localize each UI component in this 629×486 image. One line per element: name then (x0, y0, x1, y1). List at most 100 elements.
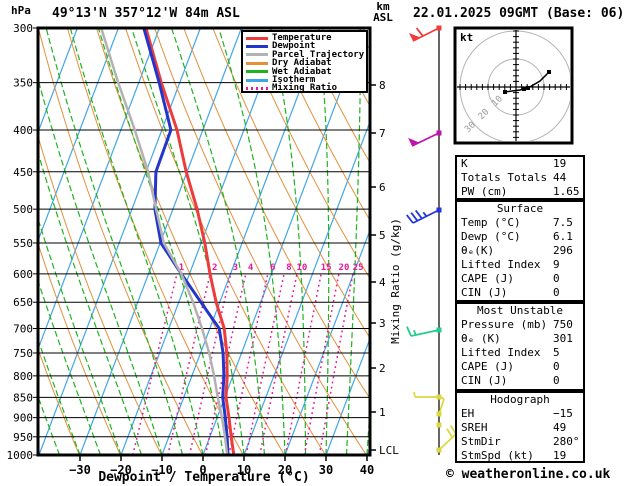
stat-row: CAPE (J) 0 (457, 360, 583, 374)
pressure-tick-label: 650 (13, 296, 33, 309)
stat-row: Pressure (mb) 750 (457, 318, 583, 332)
legend-line-sample (246, 87, 268, 91)
pressure-tick-label: 400 (13, 124, 33, 137)
legend-label: Temperature (272, 33, 332, 43)
temp-tick-label: 20 (278, 463, 292, 477)
temp-tick-label: −30 (69, 463, 91, 477)
pressure-tick-label: 700 (13, 323, 33, 336)
stat-value: 49 (553, 421, 567, 434)
stat-value: 0 (553, 286, 560, 299)
temp-tick-label: 10 (237, 463, 251, 477)
temperature-curve (144, 28, 236, 455)
stat-value: 0 (553, 360, 560, 373)
wind-barb (406, 207, 442, 224)
stat-label: CAPE (J) (461, 360, 514, 373)
stat-label: CIN (J) (461, 286, 508, 299)
pressure-tick-label: 550 (13, 237, 33, 250)
stat-row: Lifted Index 5 (457, 346, 583, 360)
legend-line-sample (246, 53, 268, 57)
stat-row: PW (cm) 1.65 (457, 185, 583, 199)
legend-line-sample (246, 45, 268, 49)
stats-box: Most Unstable Pressure (mb) 750 θₑ (K) 301 Li… (455, 302, 585, 391)
stat-label: θₑ (K) (461, 332, 501, 345)
stat-value: 0 (553, 374, 560, 387)
legend-label: Dry Adiabat (272, 58, 332, 69)
hodograph-ring-label: 10 (490, 94, 505, 109)
stat-row: StmDir 280° (457, 435, 583, 449)
stat-row: Lifted Index 9 (457, 258, 583, 272)
stat-value: 296 (553, 244, 573, 257)
x-axis-title: Dewpoint / Temperature (°C) (98, 470, 310, 485)
hodograph-ring-label: 30 (463, 120, 478, 135)
stat-value: 19 (553, 157, 567, 170)
stat-label: Temp (°C) (461, 216, 521, 229)
legend-line-sample (246, 78, 268, 82)
legend-line-sample (246, 36, 268, 40)
stat-row: CIN (J) 0 (457, 286, 583, 300)
station-title: 49°13'N 357°12'W 84m ASL (52, 6, 240, 21)
stat-value: 6.1 (553, 230, 573, 243)
km-tick-label: 7 (379, 127, 386, 140)
stat-row: EH −15 (457, 407, 583, 421)
mixing-ratio-line-label: 25 (353, 263, 364, 273)
stat-label: StmSpd (kt) (461, 449, 534, 462)
wind-barb (436, 395, 445, 417)
stat-value: 44 (553, 171, 567, 184)
km-tick-label: 8 (379, 79, 386, 92)
km-tick-label: 6 (379, 181, 386, 194)
pressure-tick-label: 500 (13, 203, 33, 216)
datetime-title: 22.01.2025 09GMT (Base: 06) (413, 6, 625, 21)
stat-label: K (461, 157, 468, 170)
stat-row: K 19 (457, 157, 583, 171)
stat-value: 301 (553, 332, 573, 345)
hodograph-unit-label: kt (460, 31, 473, 44)
stat-label: SREH (461, 421, 488, 434)
legend-label: Parcel Trajectory (272, 49, 365, 60)
mixing-ratio-axis-title: Mixing Ratio (g/kg) (389, 218, 402, 344)
pressure-tick-label: 850 (13, 391, 33, 404)
pressure-tick-label: 950 (13, 431, 33, 444)
stat-label: Totals Totals (461, 171, 548, 184)
sounding-curves (100, 28, 236, 455)
mixing-ratio-line-label: 10 (296, 263, 307, 273)
stat-label: EH (461, 407, 475, 420)
stats-box-title: Surface (496, 202, 544, 215)
wind-barb (408, 130, 442, 147)
legend-item: Wet Adiabat (246, 67, 366, 76)
stat-row: θₑ(K) 296 (457, 244, 583, 258)
stat-row: Totals Totals 44 (457, 171, 583, 185)
km-tick-label: 1 (379, 406, 386, 419)
mixing-ratio-line-label: 15 (321, 263, 332, 273)
stat-value: 750 (553, 318, 573, 331)
stat-value: 5 (553, 346, 560, 359)
stat-label: StmDir (461, 435, 501, 448)
stat-label: CIN (J) (461, 374, 508, 387)
temp-tick-label: −20 (110, 463, 132, 477)
km-tick-label: 4 (379, 276, 386, 289)
mixing-ratio-line-label: 1 (179, 263, 184, 273)
wind-barb (408, 25, 442, 42)
temp-tick-label: 0 (199, 463, 206, 477)
legend-item: Temperature (246, 33, 366, 43)
copyright-footer: © weatheronline.co.uk (446, 467, 611, 482)
stats-box-title: Most Unstable (476, 304, 564, 317)
mixing-ratio-line-label: 20 (339, 263, 350, 273)
stat-label: Lifted Index (461, 346, 541, 359)
legend-item: Dry Adiabat (246, 58, 366, 69)
stat-row: CIN (J) 0 (457, 374, 583, 388)
stat-value: 280° (553, 435, 580, 448)
km-tick-label: 5 (379, 229, 386, 242)
stat-row: StmSpd (kt) 19 (457, 449, 583, 463)
legend-item: Mixing Ratio (246, 83, 366, 94)
stat-row: Temp (°C) 7.5 (457, 216, 583, 230)
mixing-ratio-line-label: 8 (286, 263, 291, 273)
pressure-tick-label: 800 (13, 370, 33, 383)
stat-row: Dewp (°C) 6.1 (457, 230, 583, 244)
wind-barb (436, 422, 442, 428)
legend-label: Mixing Ratio (272, 83, 338, 94)
pressure-tick-label: 450 (13, 166, 33, 179)
temp-tick-label: 40 (360, 463, 374, 477)
legend-item: Parcel Trajectory (246, 49, 366, 60)
km-tick-label: 2 (379, 362, 386, 375)
